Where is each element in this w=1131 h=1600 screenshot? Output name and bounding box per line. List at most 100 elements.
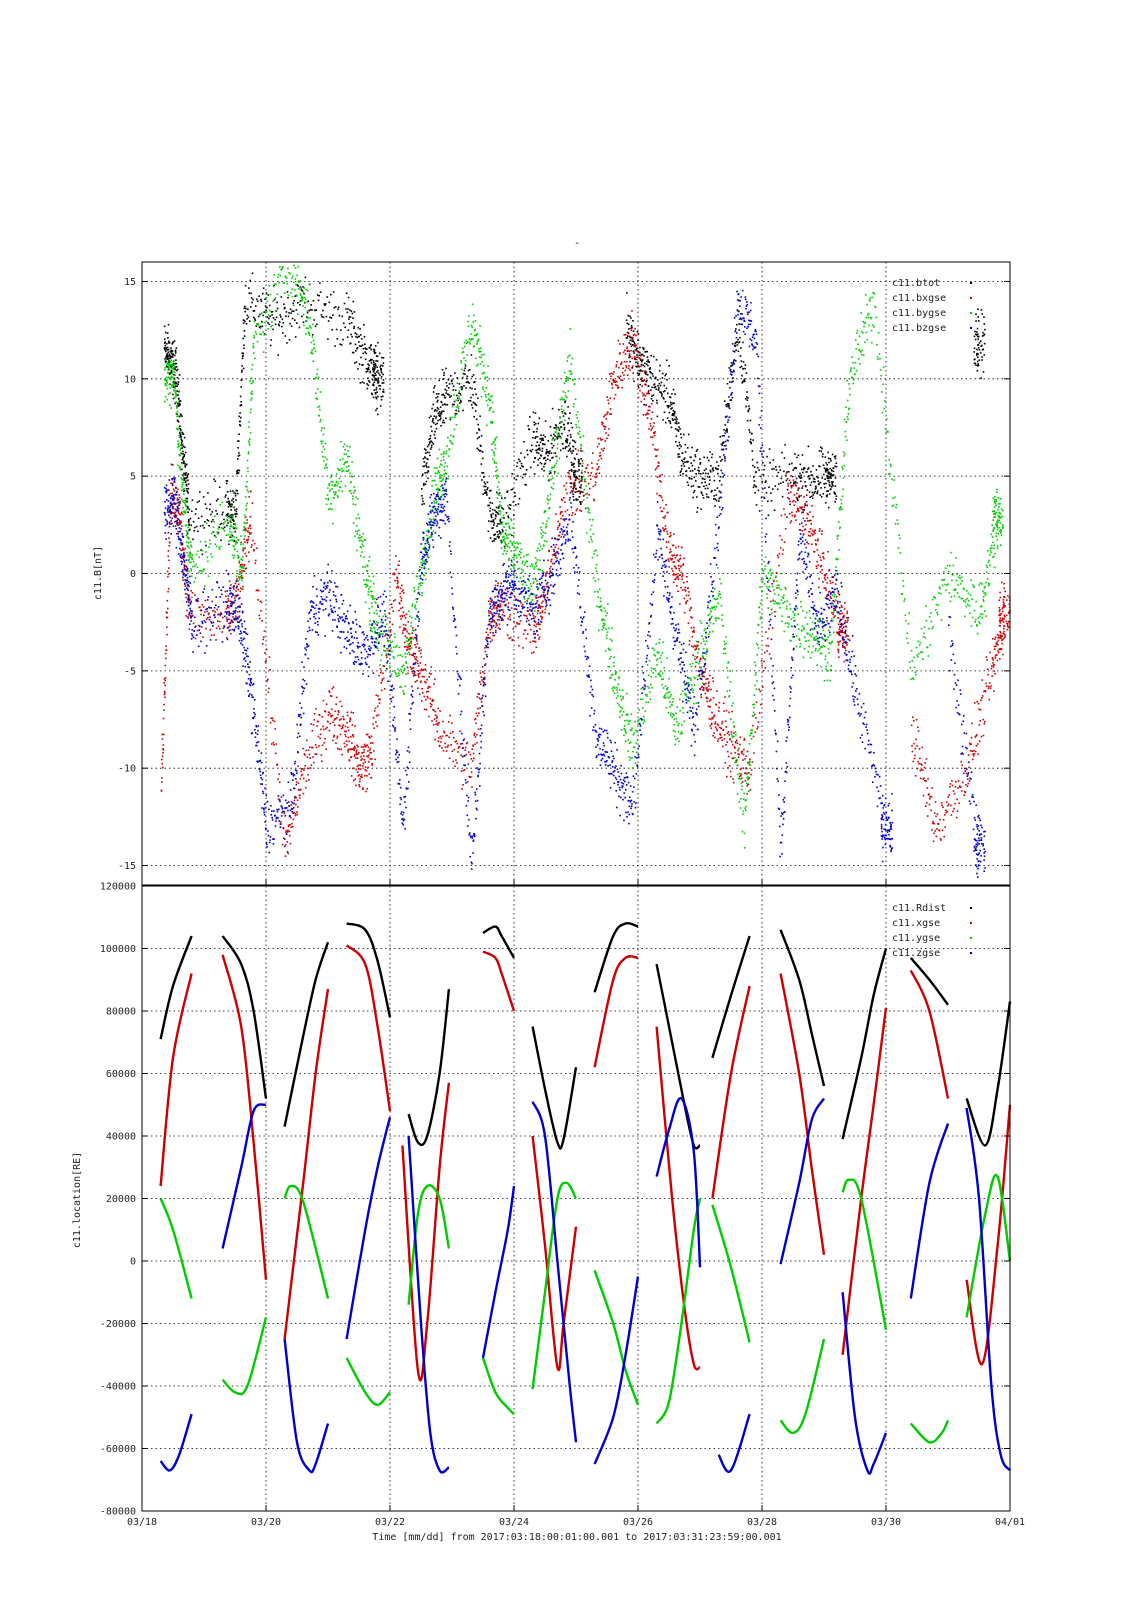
data-point (445, 392, 447, 394)
data-point (702, 497, 705, 499)
data-point (582, 491, 584, 494)
data-point (458, 392, 460, 394)
data-point (975, 735, 977, 737)
data-point (715, 467, 717, 470)
data-point (399, 592, 401, 595)
data-point (676, 418, 678, 420)
data-point (273, 298, 276, 301)
data-point (680, 433, 682, 435)
data-point (656, 455, 658, 457)
data-point (821, 552, 824, 555)
data-point (788, 492, 790, 494)
data-point (272, 328, 274, 331)
data-point (577, 498, 579, 501)
data-point (373, 384, 375, 387)
data-point (810, 474, 812, 477)
data-point (578, 461, 580, 463)
data-point (168, 364, 170, 367)
data-point (791, 511, 793, 514)
data-point (731, 374, 733, 376)
data-point (998, 620, 1001, 622)
data-point (574, 476, 577, 479)
data-point (245, 307, 247, 310)
data-point (250, 532, 252, 534)
data-point (602, 449, 604, 452)
data-point (236, 513, 238, 515)
data-point (572, 463, 574, 466)
data-point (784, 528, 787, 530)
data-point (371, 393, 373, 396)
data-point (656, 492, 658, 495)
data-point (207, 575, 210, 577)
data-point (737, 338, 739, 341)
data-point (174, 525, 177, 527)
data-point (637, 364, 639, 367)
data-point (983, 334, 985, 337)
data-point (667, 558, 669, 561)
data-point (401, 615, 404, 618)
data-point (198, 556, 200, 559)
data-point (288, 834, 291, 837)
data-point (704, 481, 706, 483)
data-point (274, 318, 276, 321)
data-point (665, 541, 668, 543)
data-point (573, 475, 575, 478)
data-point (1003, 614, 1006, 616)
data-point (654, 377, 656, 380)
data-point (177, 532, 180, 535)
data-point (168, 368, 171, 371)
data-point (545, 459, 547, 462)
data-point (214, 611, 217, 613)
data-point (574, 470, 577, 473)
data-point (807, 543, 810, 545)
data-point (407, 672, 409, 675)
data-point (181, 431, 184, 434)
data-point (734, 342, 736, 344)
data-point (352, 735, 355, 738)
data-point (228, 580, 231, 583)
data-point (238, 415, 240, 418)
data-point (1000, 647, 1002, 650)
data-point (163, 693, 166, 696)
data-point (837, 617, 839, 619)
data-point (175, 347, 178, 349)
data-point (404, 624, 407, 626)
data-point (248, 320, 251, 322)
data-point (347, 736, 350, 739)
data-point (762, 462, 764, 464)
data-point (795, 484, 797, 487)
data-point (976, 700, 979, 703)
data-point (374, 379, 376, 381)
data-point (640, 379, 643, 382)
data-point (377, 395, 379, 398)
data-point (630, 349, 632, 352)
data-point (556, 528, 559, 531)
data-point (271, 310, 274, 313)
data-point (390, 634, 392, 636)
data-point (996, 641, 998, 643)
data-point (674, 566, 677, 569)
data-point (713, 714, 716, 716)
data-point (491, 627, 493, 630)
data-point (569, 434, 572, 436)
data-point (214, 543, 217, 545)
data-point (369, 345, 372, 347)
data-point (465, 387, 467, 389)
data-point (161, 781, 163, 783)
data-point (320, 754, 323, 756)
data-point (188, 537, 190, 540)
data-point (779, 469, 781, 471)
data-point (164, 679, 167, 682)
data-point (335, 742, 337, 744)
data-point (750, 442, 752, 445)
data-point (722, 441, 725, 443)
data-point (711, 717, 714, 720)
data-point (234, 492, 237, 495)
data-point (819, 571, 822, 573)
data-point (177, 440, 179, 443)
data-point (693, 489, 696, 492)
data-point (232, 492, 235, 494)
data-point (500, 591, 503, 593)
data-point (548, 549, 550, 552)
data-point (260, 300, 263, 302)
